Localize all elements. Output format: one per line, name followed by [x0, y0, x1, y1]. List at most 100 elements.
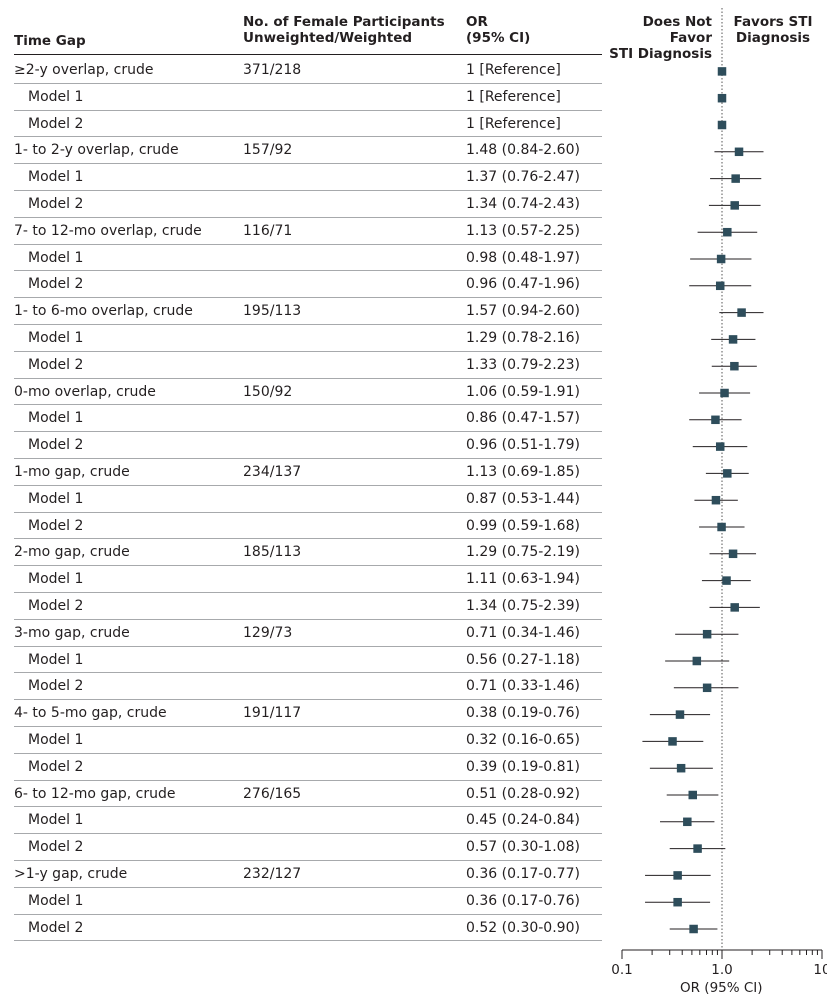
time-gap-label: Model 1 — [28, 410, 84, 427]
table-row: Model 1 1.11 (0.63-1.94) — [14, 566, 602, 593]
or-ci-value: 1.06 (0.59-1.91) — [466, 383, 580, 400]
or-marker — [728, 549, 738, 559]
or-ci-value: 0.71 (0.34-1.46) — [466, 624, 580, 641]
row-divider — [14, 833, 602, 835]
time-gap-label: 4- to 5-mo gap, crude — [14, 705, 167, 722]
or-ci-value: 1.11 (0.63-1.94) — [466, 571, 580, 588]
or-ci-value: 1 [Reference] — [466, 88, 561, 105]
row-divider — [14, 725, 602, 727]
or-ci-value: 1.29 (0.78-2.16) — [466, 330, 580, 346]
header-participants: No. of Female Participants Unweighted/We… — [243, 14, 445, 46]
or-ci-value: 0.32 (0.16-0.65) — [466, 732, 580, 748]
or-ci-value: 1.13 (0.69-1.85) — [466, 464, 580, 480]
x-tick-label: 1.0 — [711, 962, 732, 978]
or-marker — [668, 737, 677, 746]
row-divider — [14, 913, 602, 915]
time-gap-label: 3-mo gap, crude — [14, 624, 130, 641]
table-row: Model 1 0.87 (0.53-1.44) — [14, 486, 602, 513]
table-row: Model 1 0.86 (0.47-1.57) — [14, 405, 602, 433]
or-ci-value: 0.39 (0.19-0.81) — [466, 758, 580, 775]
or-marker — [715, 442, 725, 451]
participants-count: 371/218 — [243, 62, 302, 78]
or-marker — [673, 897, 682, 907]
row-divider — [14, 163, 602, 165]
or-ci-value: 1.29 (0.75-2.19) — [466, 544, 580, 561]
participants-count: 232/127 — [243, 866, 302, 882]
or-ci-value: 0.87 (0.53-1.44) — [466, 490, 580, 507]
x-axis-title: OR (95% CI) — [680, 980, 763, 996]
row-divider — [14, 618, 602, 620]
or-marker — [731, 174, 740, 183]
or-marker — [720, 388, 729, 398]
row-divider — [14, 297, 602, 299]
participants-count: 191/117 — [243, 705, 302, 722]
participants-count: 234/137 — [243, 464, 302, 480]
table-row: Model 2 0.96 (0.51-1.79) — [14, 432, 602, 459]
or-marker — [723, 227, 732, 237]
or-marker — [716, 254, 726, 264]
or-marker — [717, 522, 726, 532]
row-divider — [14, 457, 602, 459]
header-or-line1: OR — [466, 14, 488, 30]
or-ci-value: 0.98 (0.48-1.97) — [466, 249, 580, 266]
or-ci-value: 1.34 (0.75-2.39) — [466, 598, 580, 614]
time-gap-label: 2-mo gap, crude — [14, 544, 130, 561]
time-gap-label: Model 2 — [28, 276, 84, 293]
or-ci-value: 1.57 (0.94-2.60) — [466, 303, 580, 320]
header-does-not-favor-line2: STI Diagnosis — [609, 46, 712, 62]
table-row: Model 1 1.29 (0.78-2.16) — [14, 325, 602, 352]
row-divider — [14, 591, 602, 593]
or-marker — [717, 67, 727, 76]
table-row: ≥2-y overlap, crude 371/218 1 [Reference] — [14, 57, 602, 84]
time-gap-label: Model 1 — [28, 490, 84, 507]
or-marker — [717, 93, 727, 103]
time-gap-label: Model 2 — [28, 517, 84, 534]
table-row: 0-mo overlap, crude 150/92 1.06 (0.59-1.91… — [14, 379, 602, 406]
row-divider — [14, 136, 602, 138]
or-marker — [728, 335, 738, 344]
row-divider — [14, 216, 602, 218]
row-divider — [14, 270, 602, 272]
header-favors-line2: Diagnosis — [735, 30, 811, 46]
table-row: 7- to 12-mo overlap, crude 116/71 1.13 (0.… — [14, 218, 602, 245]
header-participants-line1: No. of Female Participants — [243, 14, 445, 30]
or-ci-value: 1 [Reference] — [466, 115, 561, 132]
or-ci-value: 1.13 (0.57-2.25) — [466, 222, 580, 239]
time-gap-label: Model 1 — [28, 812, 84, 829]
table-row: Model 1 0.56 (0.27-1.18) — [14, 647, 602, 674]
or-ci-value: 1.33 (0.79-2.23) — [466, 356, 580, 373]
table-row: 1- to 6-mo overlap, crude 195/113 1.57 (0.… — [14, 298, 602, 325]
row-divider — [14, 645, 602, 647]
table-row: Model 2 1 [Reference] — [14, 111, 602, 138]
row-divider — [14, 859, 602, 861]
or-marker — [702, 629, 712, 639]
row-divider — [14, 189, 602, 191]
table-row: Model 1 0.45 (0.24-0.84) — [14, 807, 602, 835]
row-divider — [14, 323, 602, 325]
participants-count: 157/92 — [243, 142, 293, 159]
row-divider — [14, 672, 602, 674]
table-row: 1- to 2-y overlap, crude 157/92 1.48 (0.84… — [14, 137, 602, 165]
time-gap-label: 1- to 2-y overlap, crude — [14, 142, 179, 159]
or-marker — [711, 415, 720, 425]
time-gap-label: 7- to 12-mo overlap, crude — [14, 222, 202, 239]
header-or: OR (95% CI) — [466, 14, 530, 46]
participants-count: 195/113 — [243, 303, 302, 320]
or-marker — [683, 817, 692, 827]
time-gap-label: >1-y gap, crude — [14, 866, 128, 882]
or-ci-value: 0.57 (0.30-1.08) — [466, 839, 580, 856]
table-row: 6- to 12-mo gap, crude 276/165 0.51 (0.28-… — [14, 781, 602, 808]
time-gap-label: 0-mo overlap, crude — [14, 383, 156, 400]
time-gap-label: Model 1 — [28, 892, 84, 909]
row-divider — [14, 699, 602, 701]
participants-count: 276/165 — [243, 785, 302, 802]
row-divider — [14, 511, 602, 513]
or-ci-value: 0.96 (0.47-1.96) — [466, 276, 580, 293]
table-row: Model 1 1.37 (0.76-2.47) — [14, 164, 602, 191]
or-marker — [675, 710, 685, 719]
table-row: Model 1 0.32 (0.16-0.65) — [14, 727, 602, 754]
time-gap-label: Model 1 — [28, 651, 84, 668]
or-marker — [711, 495, 721, 505]
or-marker — [702, 683, 712, 693]
